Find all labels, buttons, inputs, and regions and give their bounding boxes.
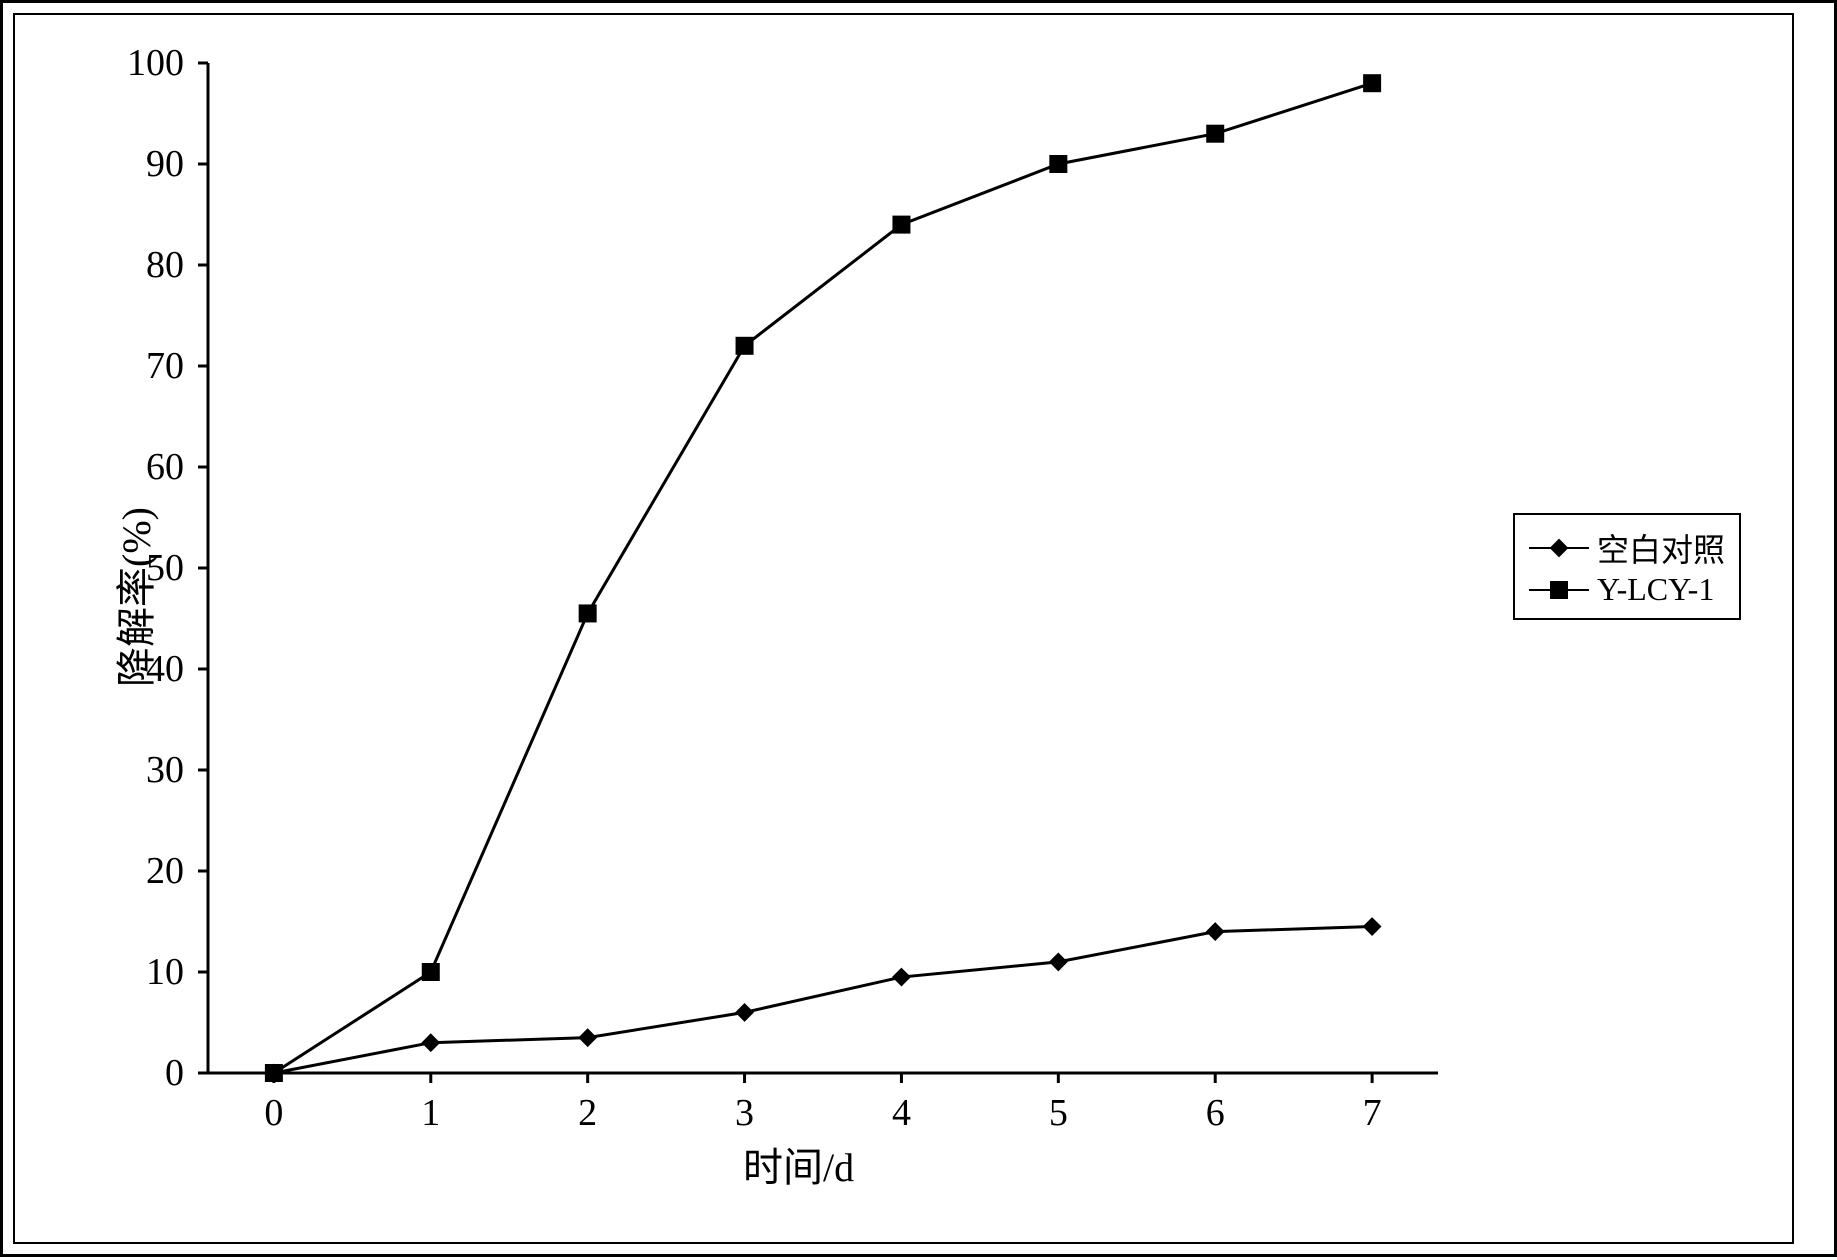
x-tick-label: 5 (1049, 1091, 1068, 1135)
legend-item: Y-LCY-1 (1529, 571, 1725, 608)
y-tick-label: 90 (15, 142, 184, 186)
x-tick-label: 7 (1363, 1091, 1382, 1135)
legend-label: Y-LCY-1 (1597, 571, 1714, 608)
x-tick-label: 6 (1206, 1091, 1225, 1135)
chart-inner-border: 0102030405060708090100 01234567 降解率(%) 时… (13, 13, 1794, 1244)
x-tick-label: 3 (735, 1091, 754, 1135)
x-axis-label: 时间/d (743, 1135, 854, 1193)
y-tick-label: 60 (15, 445, 184, 489)
y-tick-label: 100 (15, 41, 184, 85)
chart-plot-svg (3, 3, 1837, 1260)
y-tick-label: 0 (15, 1051, 184, 1095)
legend-line-icon (1529, 589, 1589, 591)
legend-line-icon (1529, 547, 1589, 549)
chart-container: 0102030405060708090100 01234567 降解率(%) 时… (0, 0, 1837, 1257)
y-tick-label: 30 (15, 748, 184, 792)
x-tick-label: 2 (578, 1091, 597, 1135)
legend-label: 空白对照 (1597, 525, 1725, 571)
legend-item: 空白对照 (1529, 525, 1725, 571)
y-tick-label: 10 (15, 950, 184, 994)
x-tick-label: 4 (892, 1091, 911, 1135)
y-axis-label: 降解率(%) (104, 507, 162, 687)
y-tick-label: 80 (15, 243, 184, 287)
x-tick-label: 0 (264, 1091, 283, 1135)
x-tick-label: 1 (421, 1091, 440, 1135)
y-tick-label: 20 (15, 849, 184, 893)
y-tick-label: 70 (15, 344, 184, 388)
legend: 空白对照Y-LCY-1 (1513, 513, 1741, 620)
